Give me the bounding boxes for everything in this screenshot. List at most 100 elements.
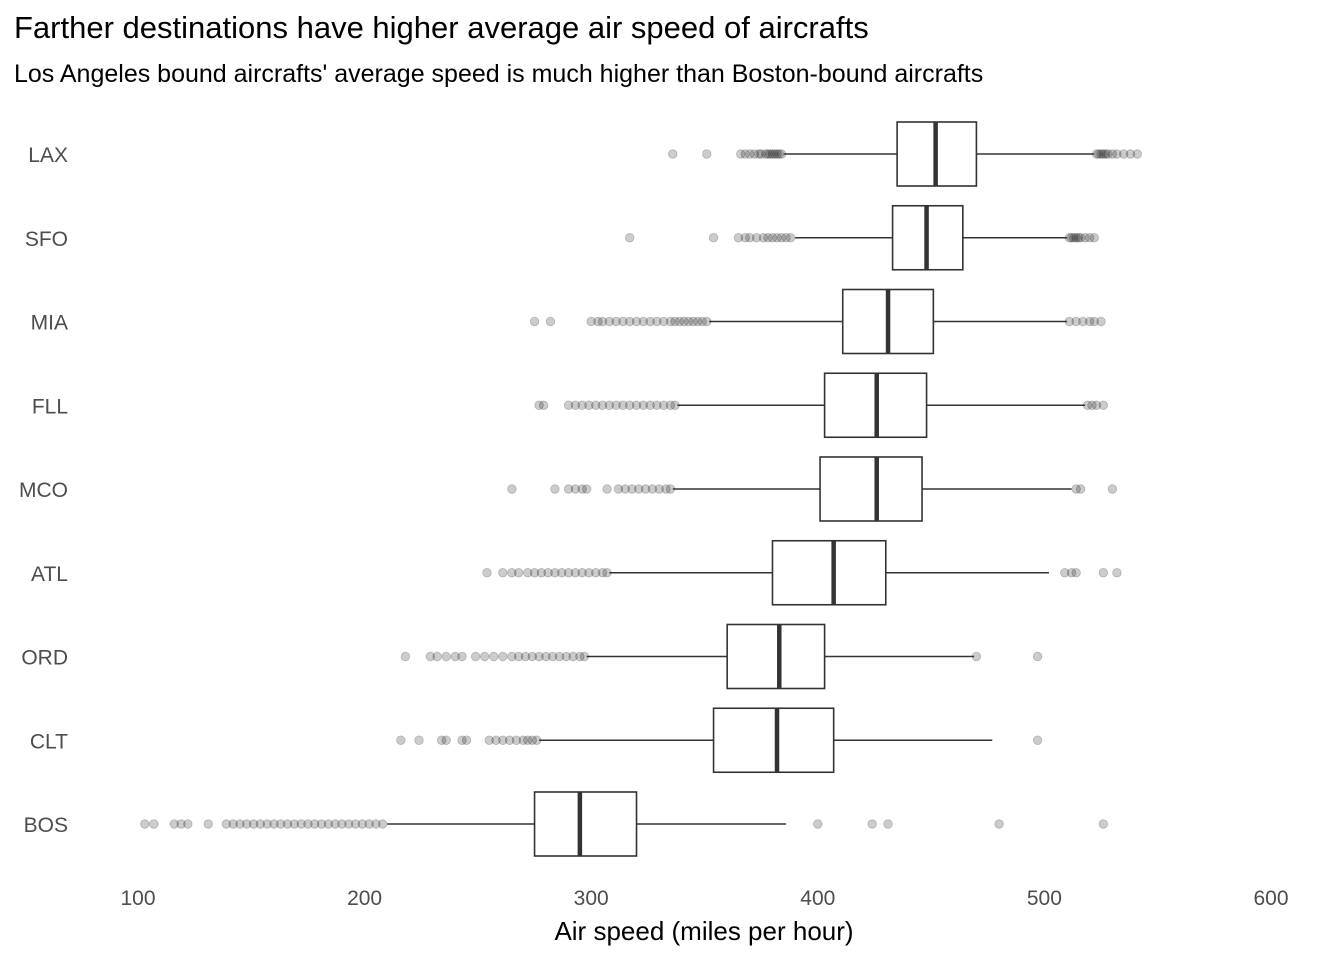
outlier-point: [432, 651, 442, 662]
outlier-point: [1125, 149, 1136, 159]
outlier-point: [563, 484, 574, 494]
outlier-point: [1103, 149, 1113, 159]
outlier-point: [591, 400, 601, 410]
outlier-point: [670, 316, 680, 327]
outlier-point: [457, 651, 467, 662]
y-tick-label-ord: ORD: [21, 647, 68, 670]
boxplot-series: [140, 121, 1143, 857]
outlier-point: [1075, 233, 1086, 243]
outlier-point: [625, 400, 635, 410]
outlier-point: [570, 484, 581, 494]
x-axis-title: Air speed (miles per hour): [554, 916, 853, 946]
outlier-point: [652, 316, 662, 327]
box-fll: [534, 372, 1109, 439]
x-axis-tick-labels: 100 200 300 400 500 600: [120, 887, 1288, 910]
outlier-point: [631, 400, 642, 410]
outlier-point: [357, 819, 368, 829]
outlier-point: [140, 819, 150, 829]
outlier-point: [645, 316, 655, 327]
outlier-point: [149, 819, 159, 829]
box-ord: [400, 623, 1043, 690]
outlier-point: [507, 568, 517, 578]
outlier-point: [740, 149, 750, 159]
outlier-point: [693, 316, 703, 327]
outlier-point: [697, 316, 707, 327]
outlier-point: [770, 149, 780, 159]
outlier-point: [611, 400, 621, 410]
outlier-point: [867, 819, 877, 829]
outlier-point: [441, 735, 451, 745]
outlier-point: [1112, 568, 1122, 578]
outlier-point: [176, 819, 186, 829]
chart-subtitle: Los Angeles bound aircrafts' average spe…: [14, 60, 984, 88]
outlier-point: [1032, 651, 1043, 662]
outlier-point: [169, 819, 179, 829]
outlier-point: [1071, 233, 1081, 243]
iqr-box: [533, 791, 638, 857]
outlier-point: [344, 819, 354, 829]
outlier-point: [534, 651, 544, 662]
outlier-point: [203, 819, 213, 829]
outlier-point: [665, 316, 676, 327]
outlier-point: [611, 316, 621, 327]
y-tick-label-bos: BOS: [24, 814, 68, 837]
outlier-point: [581, 484, 592, 494]
outlier-point: [1107, 149, 1118, 159]
outlier-point: [754, 149, 764, 159]
outlier-point: [1085, 316, 1095, 327]
outlier-point: [330, 819, 340, 829]
x-tick-label: 400: [800, 887, 835, 910]
outlier-point: [781, 233, 791, 243]
outlier-point: [688, 316, 698, 327]
outlier-point: [776, 233, 787, 243]
outlier-point: [511, 735, 522, 745]
outlier-point: [378, 819, 388, 829]
outlier-point: [638, 400, 649, 410]
outlier-point: [282, 819, 293, 829]
outlier-point: [479, 651, 490, 662]
outlier-point: [1071, 568, 1081, 578]
outlier-point: [425, 651, 436, 662]
outlier-point: [527, 651, 537, 662]
outlier-point: [554, 651, 565, 662]
outlier-point: [683, 316, 694, 327]
iqr-box: [712, 707, 835, 774]
x-tick-label: 600: [1253, 887, 1288, 910]
x-tick-label: 500: [1027, 887, 1062, 910]
outlier-point: [1071, 484, 1081, 494]
outlier-point: [591, 568, 601, 578]
outlier-point: [575, 651, 585, 662]
outlier-point: [513, 651, 524, 662]
outlier-point: [529, 316, 540, 327]
outlier-point: [618, 400, 628, 410]
outlier-point: [618, 316, 628, 327]
iqr-box: [819, 456, 923, 522]
outlier-point: [568, 651, 578, 662]
outlier-point: [1091, 400, 1102, 410]
outlier-point: [647, 484, 658, 494]
outlier-point: [772, 233, 782, 243]
outlier-point: [645, 400, 655, 410]
outlier-point: [597, 400, 608, 410]
outlier-point: [523, 568, 533, 578]
outlier-point: [758, 233, 769, 243]
outlier-point: [751, 233, 762, 243]
outlier-point: [242, 819, 252, 829]
outlier-point: [760, 149, 771, 159]
outlier-point: [518, 735, 528, 745]
outlier-point: [593, 316, 603, 327]
outlier-point: [538, 400, 549, 410]
outlier-point: [550, 568, 560, 578]
outlier-point: [1069, 233, 1079, 243]
outlier-point: [534, 400, 544, 410]
y-tick-label-mia: MIA: [31, 312, 68, 335]
box-sfo: [625, 204, 1099, 271]
outlier-point: [638, 316, 649, 327]
outlier-point: [1085, 233, 1095, 243]
chart-title: Farther destinations have higher average…: [14, 10, 869, 45]
outlier-point: [550, 484, 560, 494]
outlier-point: [763, 233, 773, 243]
outlier-point: [520, 651, 531, 662]
outlier-point: [586, 316, 596, 327]
outlier-point: [561, 651, 571, 662]
